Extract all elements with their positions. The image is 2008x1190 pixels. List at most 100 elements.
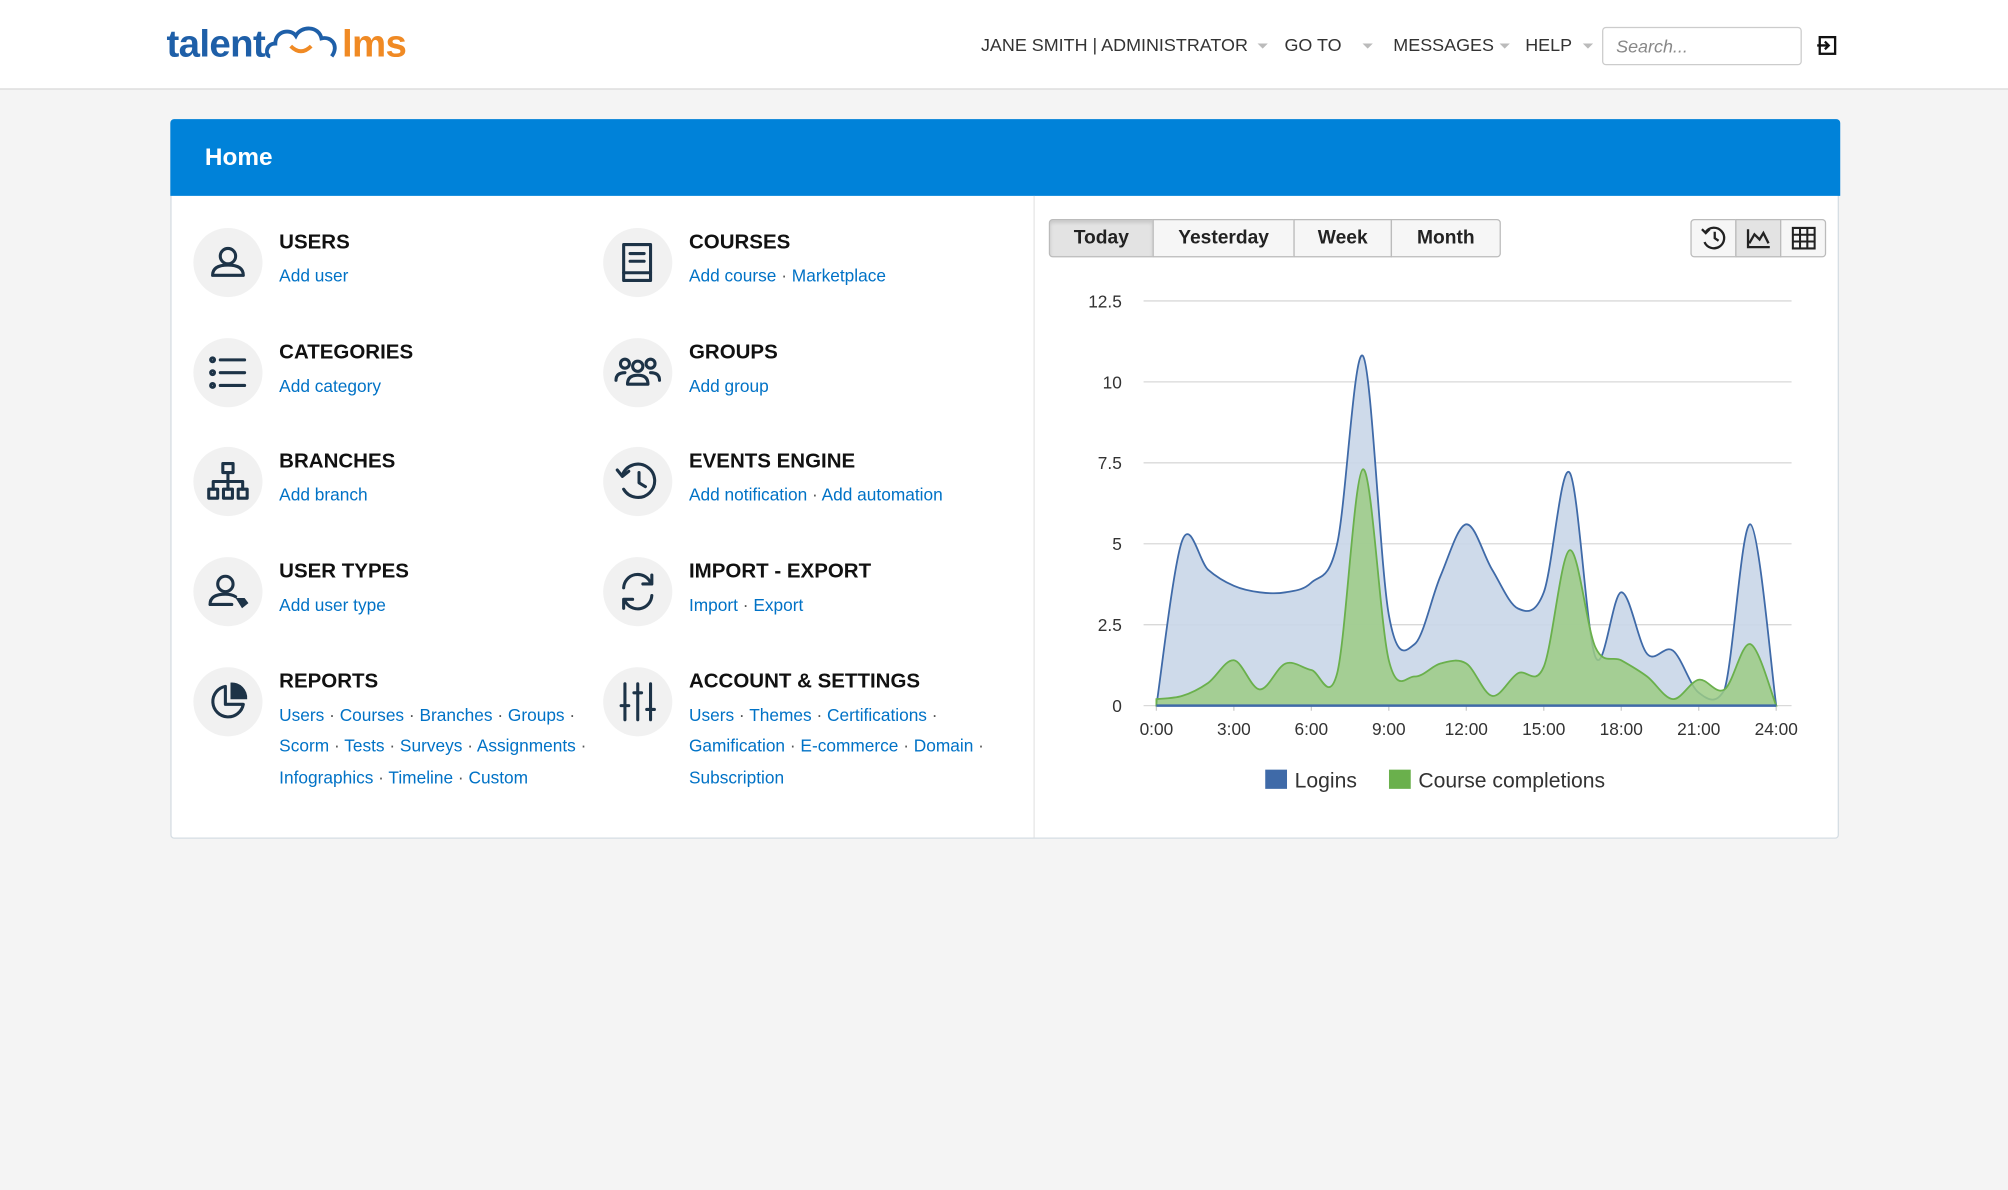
section-links: Add user type [279,590,586,621]
y-tick-label: 10 [1103,372,1122,392]
legend-label: Logins [1295,770,1357,793]
section-icon[interactable] [603,557,673,627]
search-box[interactable]: Search... [1602,26,1802,66]
link[interactable]: Add category [279,376,382,396]
link[interactable]: E-commerce [800,737,913,756]
link[interactable]: Add notification [689,486,822,505]
link[interactable]: Add course [689,266,792,285]
period-button[interactable]: Yesterday [1152,218,1295,258]
y-tick-label: 0 [1112,696,1122,716]
link[interactable]: Export [753,595,804,615]
logo-left: talent [166,23,266,66]
period-button[interactable]: Week [1293,218,1393,258]
nav-label: GO TO [1284,34,1342,56]
section-icon[interactable] [193,337,263,407]
history-button[interactable] [1690,218,1737,258]
icon-graphic [208,574,249,609]
chart-view-button[interactable] [1735,218,1782,258]
section-icon[interactable] [193,447,263,517]
period-button[interactable]: Month [1390,218,1501,258]
x-tick-label: 15:00 [1522,719,1565,739]
link[interactable]: Tests [344,737,400,756]
icon-graphic [622,573,654,611]
section-title[interactable]: GROUPS [688,341,778,364]
caret [1362,43,1373,50]
link[interactable]: Subscription [688,768,785,788]
section-icon[interactable] [603,337,673,407]
icon-graphic [622,243,653,282]
x-tick-label: 12:00 [1445,719,1488,739]
link[interactable]: Themes [749,705,827,724]
link[interactable]: Assignments [477,737,587,756]
link[interactable]: Add group [688,376,769,396]
section-title[interactable]: USER TYPES [279,561,409,583]
section-icon[interactable] [603,227,673,298]
table-view-button[interactable] [1780,218,1827,258]
nav-messages[interactable]: MESSAGES [1393,35,1510,55]
section-icon[interactable] [193,557,263,627]
area-icon [1746,229,1770,249]
nav-user[interactable]: JANE SMITH | ADMINISTRATOR [981,35,1269,55]
caret [1499,43,1510,50]
link[interactable]: Add user [279,266,349,286]
link[interactable]: Gamification [689,737,800,756]
section-title[interactable]: IMPORT - EXPORT [688,561,872,583]
section-icon[interactable] [603,447,673,517]
nav-help[interactable]: HELP [1525,35,1593,55]
section-title[interactable]: COURSES [688,231,791,254]
link[interactable]: Add automation [821,485,943,506]
period-button[interactable]: Today [1048,218,1154,258]
section-links: Users Courses Branches Groups Scorm Test… [279,700,586,794]
link[interactable]: Timeline [388,768,468,787]
link[interactable]: Groups [508,705,575,724]
section-title[interactable]: REPORTS [279,670,379,693]
section-links: Add branch [279,481,586,512]
table-icon [1791,226,1816,250]
link[interactable]: Surveys [400,737,477,756]
link[interactable]: Import [689,596,753,615]
panel-header [170,119,1841,196]
section-icon[interactable] [193,666,263,737]
link[interactable]: Users [689,705,749,724]
section-links: Add notification Add automation [689,481,996,512]
link[interactable]: Custom [468,768,529,788]
link[interactable]: Branches [419,705,507,724]
logout-icon[interactable] [1816,35,1839,58]
section-title[interactable]: CATEGORIES [279,341,414,364]
section-links: Import Export [689,590,996,621]
section-title[interactable]: EVENTS ENGINE [688,451,856,474]
section-icon[interactable] [603,666,673,737]
y-tick-label: 5 [1112,534,1122,554]
link[interactable]: Infographics [279,768,388,787]
section-title[interactable]: USERS [279,231,350,254]
link[interactable]: Courses [340,705,420,724]
y-tick-label: 12.5 [1088,291,1122,311]
icon-graphic [619,682,656,721]
x-tick-label: 0:00 [1140,719,1174,739]
section-title[interactable]: BRANCHES [279,451,396,474]
icon-graphic [211,682,248,719]
section-links: Add course Marketplace [689,261,996,292]
section-links: Add user [279,261,586,292]
link[interactable]: Domain [914,737,984,756]
section-icon[interactable] [193,227,263,298]
legend-swatch [1388,769,1411,789]
y-tick-label: 7.5 [1098,453,1122,473]
activity-chart: 0 2.5 5 7.5 10 12.5 0:00 3:00 6:00 9:00 12:00 15:00… [1088,291,1798,793]
link[interactable]: Add branch [279,485,368,506]
link[interactable]: Users [279,705,340,724]
logo[interactable]: talent lms [166,23,406,67]
nav-goto[interactable]: GO TO [1284,34,1373,56]
x-tick-label: 9:00 [1372,719,1406,739]
link[interactable]: Certifications [827,705,937,724]
link[interactable]: Scorm [279,737,344,756]
link[interactable]: Add user type [279,595,386,615]
history-icon [1701,226,1726,250]
caret [1258,43,1269,50]
section-title[interactable]: ACCOUNT & SETTINGS [688,670,921,693]
legend-label: Course completions [1418,770,1605,793]
link[interactable]: Marketplace [791,266,886,286]
icon-graphic [207,462,249,501]
